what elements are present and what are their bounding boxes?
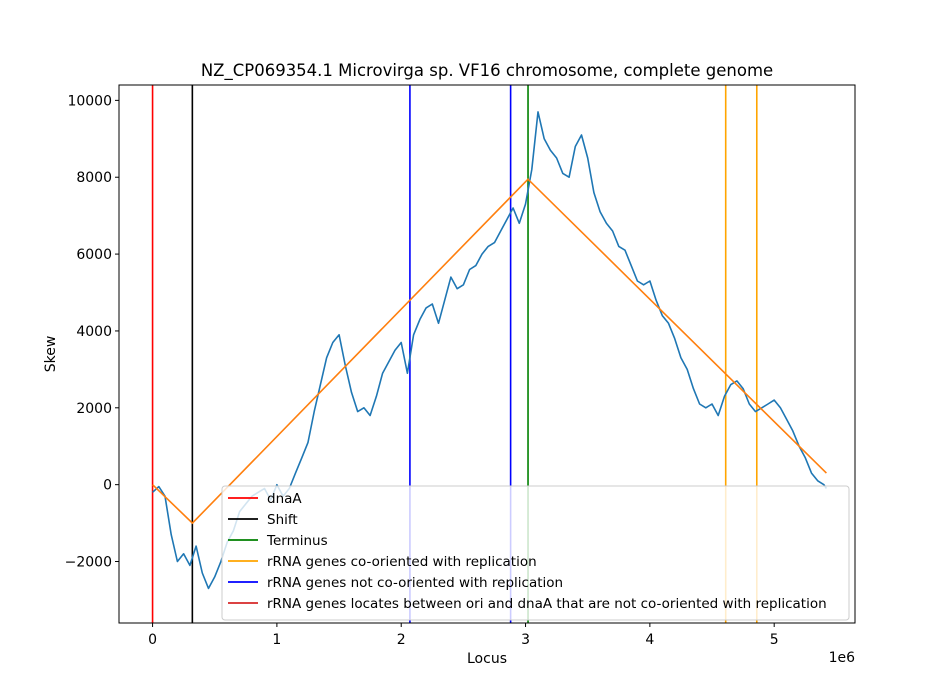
legend-label: Shift — [267, 512, 298, 528]
chart-title: NZ_CP069354.1 Microvirga sp. VF16 chromo… — [201, 61, 773, 81]
legend-label: rRNA genes not co-oriented with replicat… — [267, 575, 563, 591]
y-tick-label: 4000 — [76, 324, 112, 340]
legend-label: rRNA genes locates between ori and dnaA … — [267, 596, 827, 612]
legend: dnaA Shift Terminus rRNA genes co-oriented … — [221, 485, 850, 621]
x-tick-label: 3 — [521, 632, 530, 648]
y-axis-label: Skew — [43, 336, 59, 373]
y-tick-label: 8000 — [76, 170, 112, 186]
x-axis-offset-text: 1e6 — [829, 650, 856, 666]
y-tick-label: 0 — [103, 478, 112, 494]
y-tick-label: 2000 — [76, 401, 112, 417]
x-tick-label: 1 — [272, 632, 281, 648]
legend-box — [221, 485, 850, 621]
legend-label: Terminus — [266, 533, 328, 549]
x-tick-label: 5 — [770, 632, 779, 648]
x-tick-label: 2 — [397, 632, 406, 648]
legend-label: dnaA — [267, 491, 302, 507]
y-tick-label: 6000 — [76, 247, 112, 263]
x-axis-label: Locus — [467, 651, 507, 667]
plot-frame — [118, 84, 856, 624]
x-axis-ticks: 0 1 2 3 4 5 — [148, 623, 779, 648]
y-tick-label: 10000 — [67, 93, 112, 109]
x-tick-label: 4 — [645, 632, 654, 648]
x-tick-label: 0 — [148, 632, 157, 648]
fit-line — [152, 178, 827, 525]
y-tick-label: −2000 — [65, 555, 112, 571]
y-axis-ticks: −2000 0 2000 4000 6000 8000 10000 — [65, 93, 119, 571]
legend-label: rRNA genes co-oriented with replication — [267, 554, 537, 570]
